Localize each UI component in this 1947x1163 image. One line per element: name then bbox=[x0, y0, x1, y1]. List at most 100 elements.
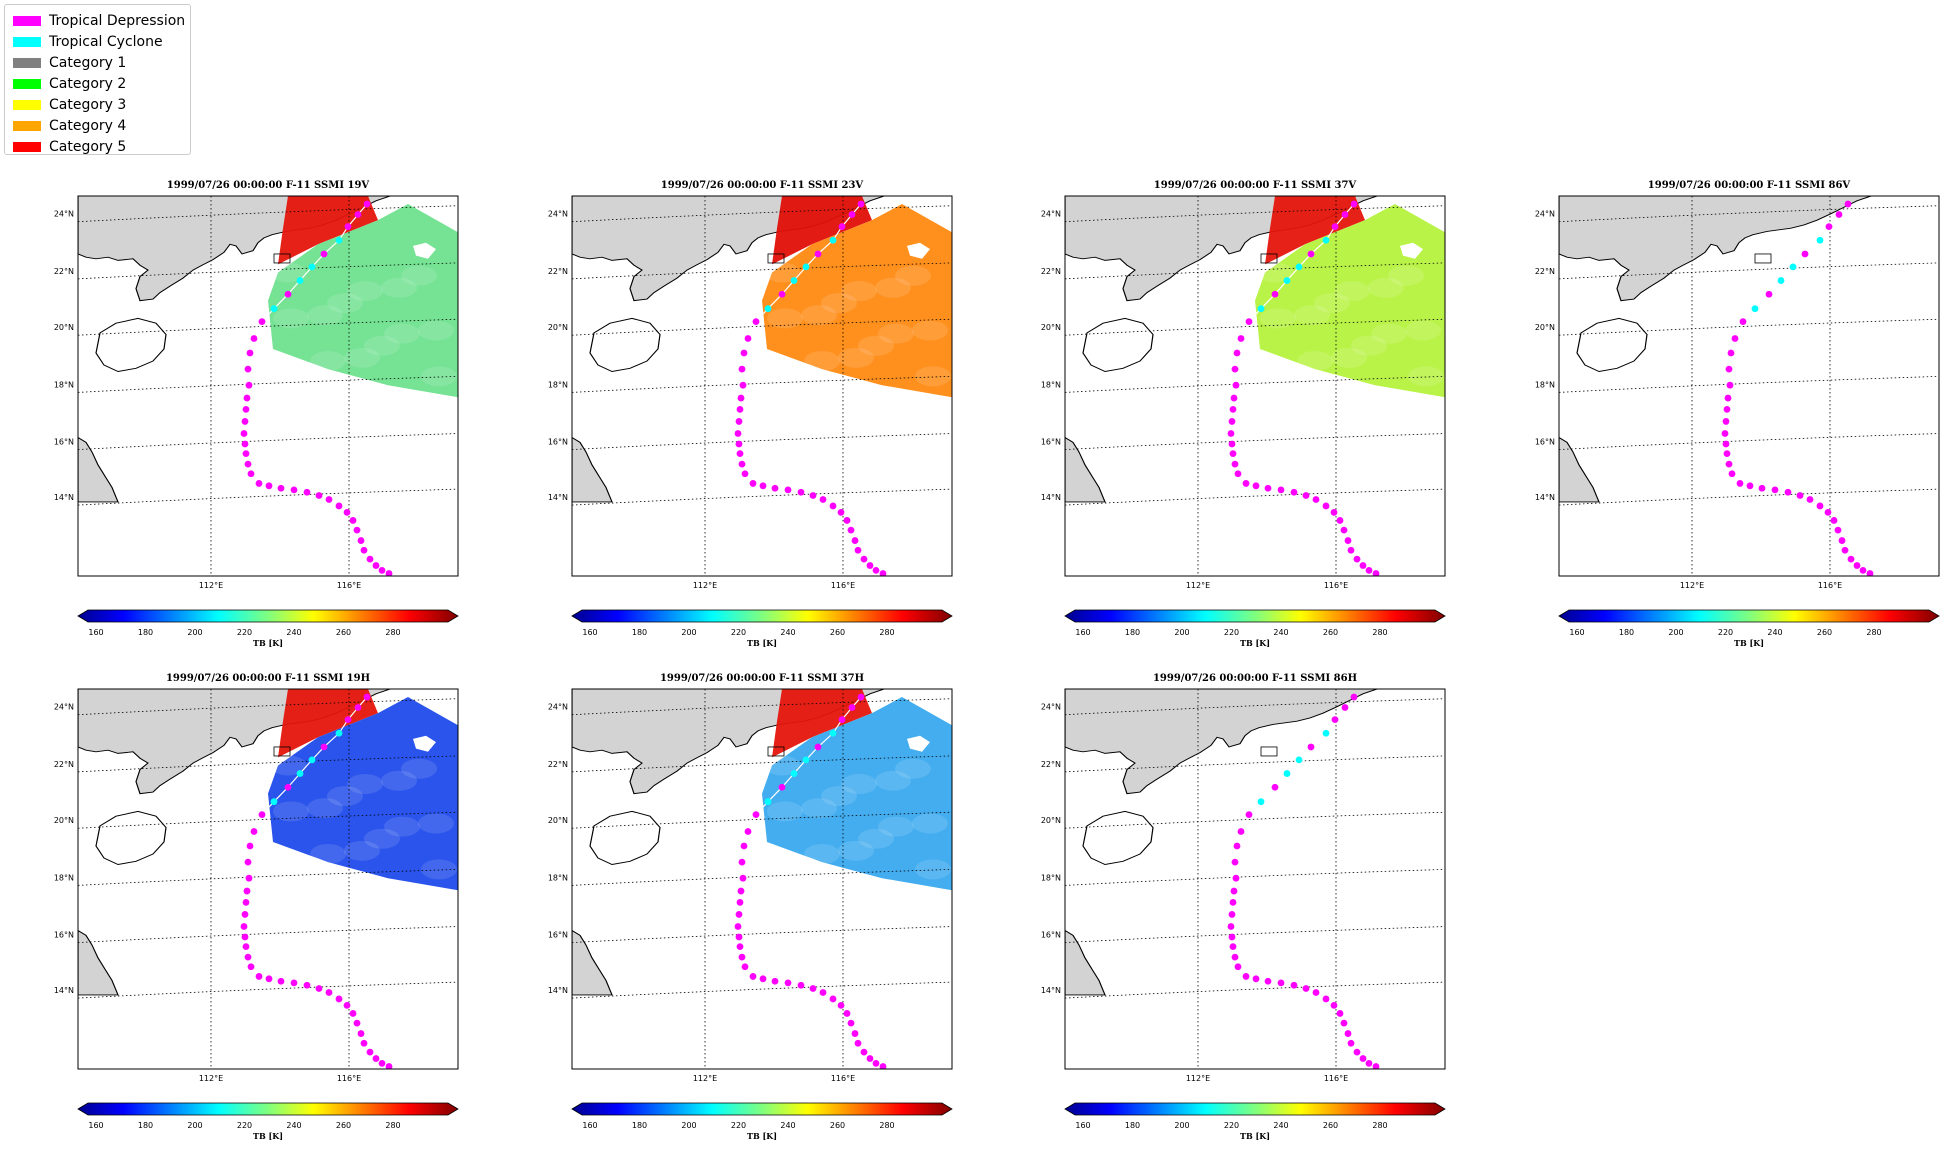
lon-label: 116°E bbox=[337, 1074, 361, 1083]
track-point bbox=[759, 482, 767, 490]
track-point bbox=[814, 743, 822, 751]
map-panel: 1999/07/26 00:00:00 F-11 SSMI 37V 24°N 22°… bbox=[1025, 180, 1505, 670]
swath-land-warm bbox=[278, 689, 378, 758]
track-point bbox=[349, 517, 357, 524]
map-frame bbox=[77, 688, 459, 1070]
track-point bbox=[1731, 335, 1739, 342]
land-mass bbox=[1065, 689, 1378, 795]
track-point bbox=[1727, 349, 1735, 357]
track-point bbox=[1330, 508, 1338, 516]
colorbar-bar bbox=[571, 609, 953, 623]
colorbar-bar bbox=[571, 1102, 953, 1116]
track-point bbox=[1847, 555, 1855, 563]
track-point bbox=[1347, 1039, 1355, 1047]
colorbar-tick-label: 280 bbox=[385, 628, 400, 637]
swath-texture bbox=[875, 770, 911, 791]
lat-label: 24°N bbox=[1041, 703, 1061, 712]
lat-label: 22°N bbox=[1535, 267, 1555, 276]
colorbar-tick-label: 240 bbox=[1273, 1121, 1288, 1130]
track-point bbox=[1312, 496, 1320, 503]
track-point bbox=[736, 898, 744, 906]
track-point bbox=[1322, 729, 1330, 737]
colorbar-tick-label: 160 bbox=[88, 628, 103, 637]
swath-gap bbox=[907, 242, 930, 259]
track-point bbox=[1347, 546, 1355, 554]
track-point bbox=[819, 496, 827, 503]
colorbar-tick-label: 260 bbox=[336, 628, 351, 637]
colorbar-label: TB [K] bbox=[1734, 638, 1764, 648]
track-point bbox=[1365, 566, 1373, 574]
lat-label: 18°N bbox=[54, 873, 74, 882]
track-point bbox=[1353, 1048, 1361, 1056]
track-point bbox=[1359, 1055, 1367, 1062]
track-point bbox=[363, 200, 371, 208]
legend-label: Tropical Depression bbox=[49, 13, 186, 29]
lat-label: 22°N bbox=[548, 267, 568, 276]
track-point bbox=[738, 953, 746, 961]
colorbar-tick-label: 280 bbox=[879, 1121, 894, 1130]
track-point bbox=[325, 496, 333, 503]
track-point bbox=[343, 508, 351, 516]
lat-label: 16°N bbox=[54, 438, 74, 447]
track-point bbox=[1844, 200, 1852, 208]
swath-texture bbox=[895, 265, 931, 286]
legend-label: Tropical Cyclone bbox=[49, 34, 163, 50]
track-point bbox=[290, 486, 298, 494]
colorbar-bar bbox=[77, 609, 459, 623]
hainan-island bbox=[1082, 317, 1154, 373]
track-point bbox=[759, 975, 767, 983]
swath-texture bbox=[875, 277, 911, 298]
track-point bbox=[1758, 484, 1766, 492]
legend-item-category-2: Category 2 bbox=[13, 74, 126, 94]
lat-label: 20°N bbox=[548, 323, 568, 332]
swath-texture bbox=[1260, 308, 1296, 329]
track-point bbox=[284, 290, 292, 298]
swath-land-warm bbox=[772, 196, 872, 265]
track-point bbox=[241, 911, 249, 918]
swath-texture bbox=[804, 351, 840, 372]
swath-texture bbox=[327, 293, 363, 314]
lat-label: 18°N bbox=[548, 380, 568, 389]
track-point bbox=[1336, 517, 1344, 524]
swath-texture bbox=[878, 816, 914, 837]
swath-gap bbox=[413, 735, 436, 752]
track-point bbox=[778, 783, 786, 791]
track-point bbox=[1234, 470, 1242, 478]
track-point bbox=[1237, 335, 1245, 342]
track-point bbox=[1724, 394, 1732, 402]
lat-label: 24°N bbox=[54, 210, 74, 219]
lat-label: 16°N bbox=[54, 931, 74, 940]
colorbar-tick-label: 240 bbox=[286, 1121, 301, 1130]
track-point bbox=[797, 488, 805, 496]
swath-texture bbox=[401, 758, 437, 779]
track-point bbox=[778, 290, 786, 298]
track-point bbox=[829, 729, 837, 737]
track-point bbox=[1228, 933, 1236, 941]
track-point bbox=[357, 1030, 365, 1037]
lat-label: 22°N bbox=[1041, 760, 1061, 769]
colorbar-tick-label: 200 bbox=[681, 1121, 696, 1130]
lat-label: 20°N bbox=[1535, 323, 1555, 332]
track-point bbox=[838, 223, 846, 230]
inset-box bbox=[1260, 253, 1278, 264]
swath-texture bbox=[421, 366, 457, 387]
swath-ocean bbox=[762, 697, 952, 891]
track-point bbox=[1841, 546, 1849, 554]
track-point bbox=[843, 517, 851, 524]
swath-texture bbox=[764, 755, 800, 776]
track-point bbox=[1746, 482, 1754, 490]
lat-label: 16°N bbox=[548, 931, 568, 940]
track-point bbox=[736, 943, 744, 951]
swath-texture bbox=[347, 281, 383, 301]
track-point bbox=[764, 305, 772, 313]
track-point bbox=[809, 492, 817, 499]
track-point bbox=[764, 798, 772, 806]
track-point bbox=[1777, 277, 1785, 284]
track-point bbox=[738, 365, 746, 373]
colorbar-tick-label: 240 bbox=[780, 628, 795, 637]
track-point bbox=[1252, 482, 1260, 490]
land-mass bbox=[1065, 929, 1106, 996]
hainan-island bbox=[1082, 810, 1154, 866]
swath-texture bbox=[384, 323, 420, 344]
map-frame bbox=[571, 688, 953, 1070]
